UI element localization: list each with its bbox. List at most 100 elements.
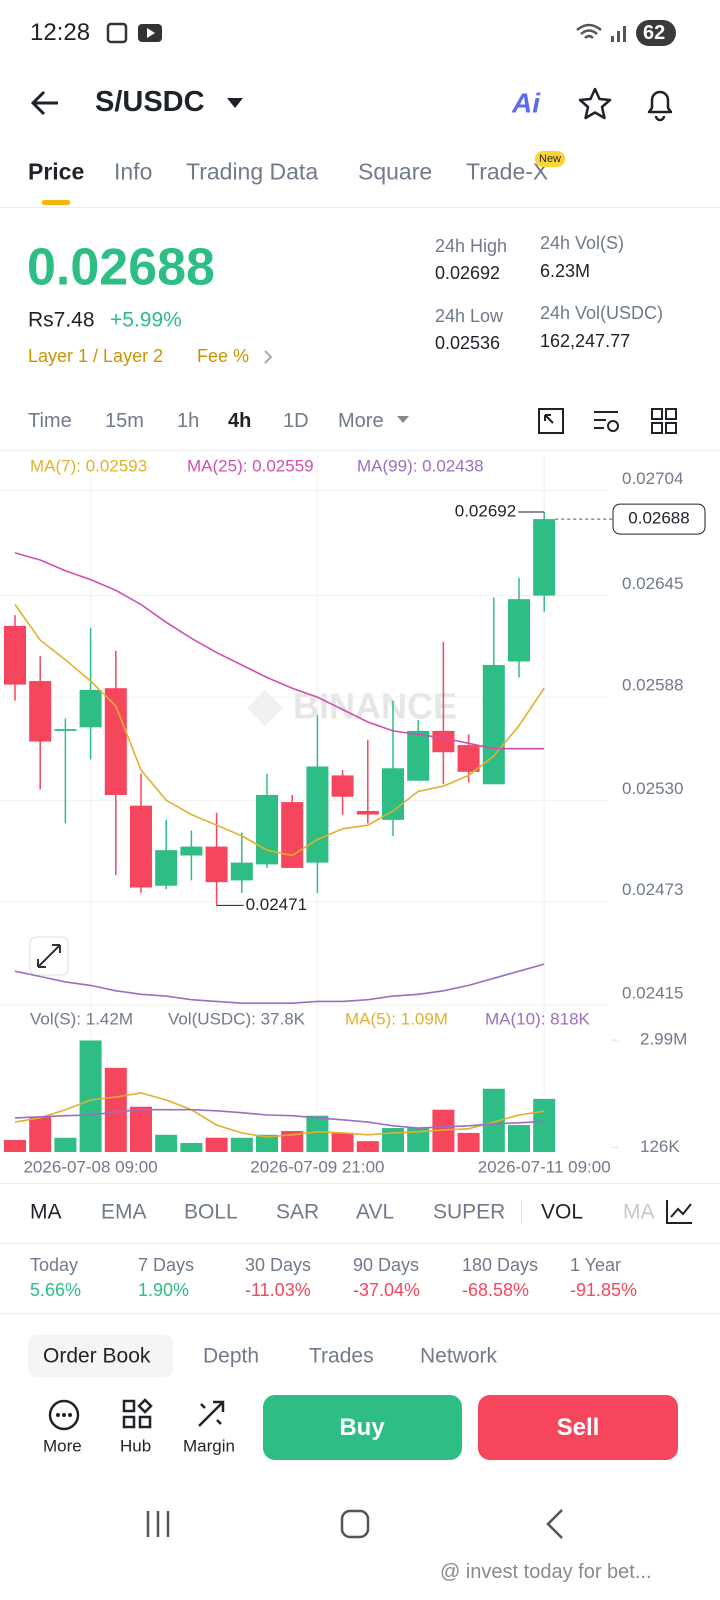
stat-value: 0.02536 bbox=[435, 333, 501, 354]
order-tab[interactable]: Network bbox=[420, 1344, 498, 1368]
tab[interactable]: Price bbox=[28, 158, 85, 185]
action-label[interactable]: Hub bbox=[120, 1436, 152, 1456]
interval[interactable]: Time bbox=[28, 410, 72, 432]
buy-button[interactable] bbox=[263, 1395, 462, 1460]
volume-ma-line bbox=[14, 1092, 545, 1138]
candle-body bbox=[180, 846, 203, 856]
candle-body bbox=[482, 665, 505, 785]
hub-icon[interactable] bbox=[121, 1398, 153, 1430]
sell-button[interactable] bbox=[478, 1395, 678, 1460]
candle-body bbox=[79, 689, 102, 728]
sell-label[interactable]: Sell bbox=[556, 1413, 600, 1441]
indicator[interactable]: SAR bbox=[276, 1200, 320, 1224]
volume-bar bbox=[205, 1137, 228, 1152]
indicator-divider bbox=[521, 1200, 522, 1224]
tab[interactable]: Square bbox=[358, 158, 433, 185]
indicator-settings[interactable] bbox=[664, 1198, 694, 1226]
tab[interactable]: Info bbox=[114, 158, 153, 185]
stat-label: 24h High bbox=[435, 236, 508, 257]
buy-label[interactable]: Buy bbox=[339, 1413, 385, 1441]
volume-bar bbox=[4, 1140, 26, 1152]
y-tick-label: 0.02415 bbox=[622, 983, 683, 1002]
interval[interactable]: 1D bbox=[283, 410, 309, 432]
fee-link[interactable]: Fee % bbox=[197, 346, 250, 367]
status-time: 12:28 bbox=[30, 18, 91, 46]
indicator[interactable]: MA bbox=[30, 1200, 62, 1224]
candle-body bbox=[508, 599, 530, 662]
tab[interactable]: Trade-X bbox=[466, 158, 549, 185]
volume-bar bbox=[432, 1109, 455, 1152]
volume-legend: Vol(S): 1.42M bbox=[30, 1009, 133, 1029]
period-change: -11.03% bbox=[245, 1280, 311, 1301]
low-label: 0.02471 bbox=[246, 895, 307, 914]
divider bbox=[0, 1313, 720, 1314]
volume-bar bbox=[256, 1134, 278, 1152]
action-label[interactable]: Margin bbox=[183, 1436, 235, 1456]
ma-line bbox=[14, 604, 545, 857]
action-label[interactable]: More bbox=[43, 1436, 82, 1456]
indicator[interactable]: VOL bbox=[541, 1200, 584, 1224]
order-tab[interactable]: Depth bbox=[203, 1344, 260, 1368]
volume-bar bbox=[356, 1141, 379, 1152]
chart-tool[interactable] bbox=[537, 407, 565, 435]
interval[interactable]: 15m bbox=[105, 410, 144, 432]
alert-button[interactable] bbox=[643, 86, 677, 122]
battery-level: 62 bbox=[643, 22, 666, 44]
indicator[interactable]: BOLL bbox=[184, 1200, 238, 1224]
order-tab[interactable]: Order Book bbox=[43, 1344, 151, 1368]
volume-ma-line bbox=[14, 1108, 545, 1129]
candle-body bbox=[382, 768, 404, 820]
volume-bar bbox=[533, 1098, 556, 1152]
volume-bar bbox=[508, 1125, 530, 1152]
favorite-button[interactable] bbox=[578, 87, 612, 121]
volume-bar bbox=[180, 1143, 203, 1152]
chart-watermark: BINANCE bbox=[293, 686, 457, 727]
indicator[interactable]: SUPER bbox=[433, 1200, 506, 1224]
ai-button[interactable]: Ai bbox=[512, 87, 540, 119]
volume-bar bbox=[407, 1128, 430, 1152]
candle-body bbox=[256, 794, 278, 865]
volume-bar bbox=[155, 1134, 178, 1152]
margin-icon[interactable] bbox=[195, 1398, 227, 1430]
more-icon[interactable] bbox=[47, 1398, 81, 1432]
indicator[interactable]: MA bbox=[623, 1200, 655, 1224]
volume-bar bbox=[482, 1088, 505, 1152]
candle-body bbox=[130, 805, 152, 888]
back-button[interactable] bbox=[30, 88, 62, 118]
period-label: 180 Days bbox=[462, 1255, 539, 1276]
ma-legend: MA(7): 0.02593 bbox=[30, 456, 148, 476]
candle-body bbox=[155, 850, 178, 886]
x-tick-label: 2026-07-08 09:00 bbox=[23, 1157, 157, 1176]
period-change: 5.66% bbox=[30, 1280, 82, 1301]
volume-bar bbox=[79, 1040, 102, 1152]
layout-tool[interactable] bbox=[650, 407, 678, 435]
watermark-logo bbox=[247, 690, 283, 726]
volume-bar bbox=[281, 1131, 304, 1152]
nav-bar bbox=[146, 1509, 563, 1539]
interval[interactable]: 1h bbox=[177, 410, 200, 432]
battery bbox=[636, 20, 676, 46]
divider bbox=[0, 450, 720, 451]
candle-body bbox=[104, 688, 127, 795]
volume-bar bbox=[104, 1067, 127, 1152]
pair-title[interactable]: S/USDC bbox=[95, 86, 205, 119]
order-tab[interactable]: Trades bbox=[309, 1344, 374, 1368]
volume-bar bbox=[230, 1137, 253, 1152]
category-tag[interactable]: Layer 1 / Layer 2 bbox=[28, 346, 164, 367]
indicator[interactable]: AVL bbox=[356, 1200, 395, 1224]
tab[interactable]: Trading Data bbox=[186, 158, 319, 185]
expand-icon bbox=[37, 944, 61, 968]
period-change: -91.85% bbox=[570, 1280, 638, 1301]
indicator[interactable]: EMA bbox=[101, 1200, 147, 1224]
chart-settings[interactable] bbox=[592, 407, 622, 435]
volume-bar bbox=[130, 1106, 152, 1152]
interval[interactable]: 4h bbox=[228, 410, 252, 432]
candle-body bbox=[306, 766, 329, 863]
period-change: 1.90% bbox=[138, 1280, 190, 1301]
stat-label: 24h Vol(USDC) bbox=[540, 303, 664, 324]
y-tick-label: 0.02473 bbox=[622, 880, 683, 899]
interval[interactable]: More bbox=[338, 410, 384, 432]
pair-dropdown[interactable] bbox=[225, 96, 245, 110]
chevron bbox=[264, 350, 273, 364]
